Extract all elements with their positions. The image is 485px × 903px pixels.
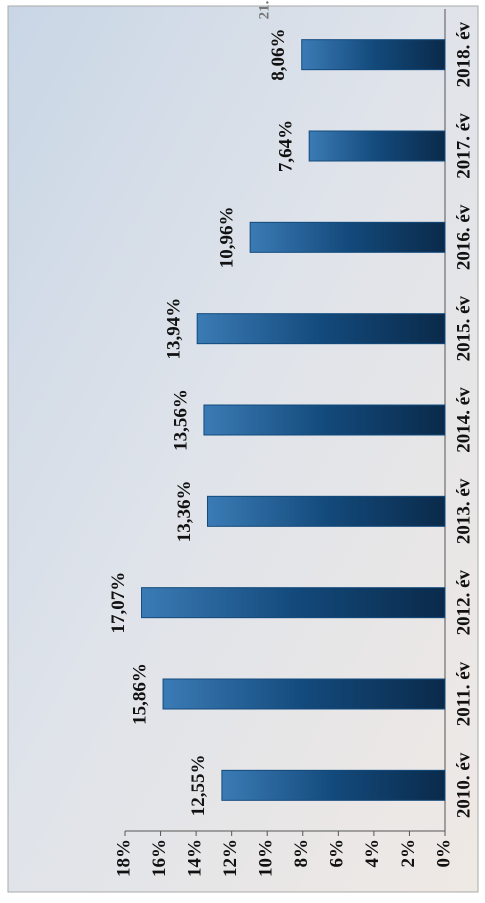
y-tick-label: 16%	[149, 839, 170, 877]
y-tick-label: 6%	[327, 839, 348, 868]
bar	[206, 495, 446, 527]
x-tick-label: 2011. év	[453, 661, 474, 726]
value-label: 12,55%	[188, 754, 209, 816]
x-tick-label: 2018. év	[453, 21, 474, 87]
x-tick-label: 2015. év	[453, 295, 474, 361]
value-label: 13,36%	[174, 480, 195, 542]
bar	[141, 587, 446, 619]
bar	[249, 221, 446, 253]
bar	[308, 130, 446, 162]
x-tick-label: 2016. év	[453, 204, 474, 270]
bar	[221, 769, 446, 801]
y-tick-label: 18%	[113, 839, 134, 877]
x-tick-label: 2010. év	[453, 752, 474, 818]
bar	[203, 404, 446, 436]
value-label: 17,07%	[108, 572, 129, 634]
x-tick-label: 2012. év	[453, 569, 474, 635]
value-label: 10,96%	[217, 206, 238, 268]
y-tick-label: 12%	[220, 839, 241, 877]
y-tick-label: 10%	[256, 839, 277, 877]
rotated-plot: 21. 0% 2% 4% 6% 8% 10% 12% 14% 16% 18% 2010. év 12,…	[108, 0, 474, 877]
page-number: 21.	[256, 0, 272, 19]
value-label: 7,64%	[276, 120, 297, 172]
y-tick-label: 4%	[362, 839, 383, 868]
value-label: 8,06%	[268, 29, 289, 81]
value-label: 13,56%	[170, 389, 191, 451]
value-label: 13,94%	[164, 298, 185, 360]
x-tick-label: 2014. év	[453, 387, 474, 453]
x-tick-label: 2017. év	[453, 113, 474, 179]
value-label: 15,86%	[129, 663, 150, 725]
y-tick-label: 0%	[433, 839, 454, 868]
y-tick-label: 8%	[291, 839, 312, 868]
y-tick-label: 2%	[398, 839, 419, 868]
x-tick-label: 2013. év	[453, 478, 474, 544]
bar	[301, 39, 446, 71]
bar	[196, 313, 446, 345]
y-tick-label: 14%	[184, 839, 205, 877]
bar	[162, 678, 446, 710]
